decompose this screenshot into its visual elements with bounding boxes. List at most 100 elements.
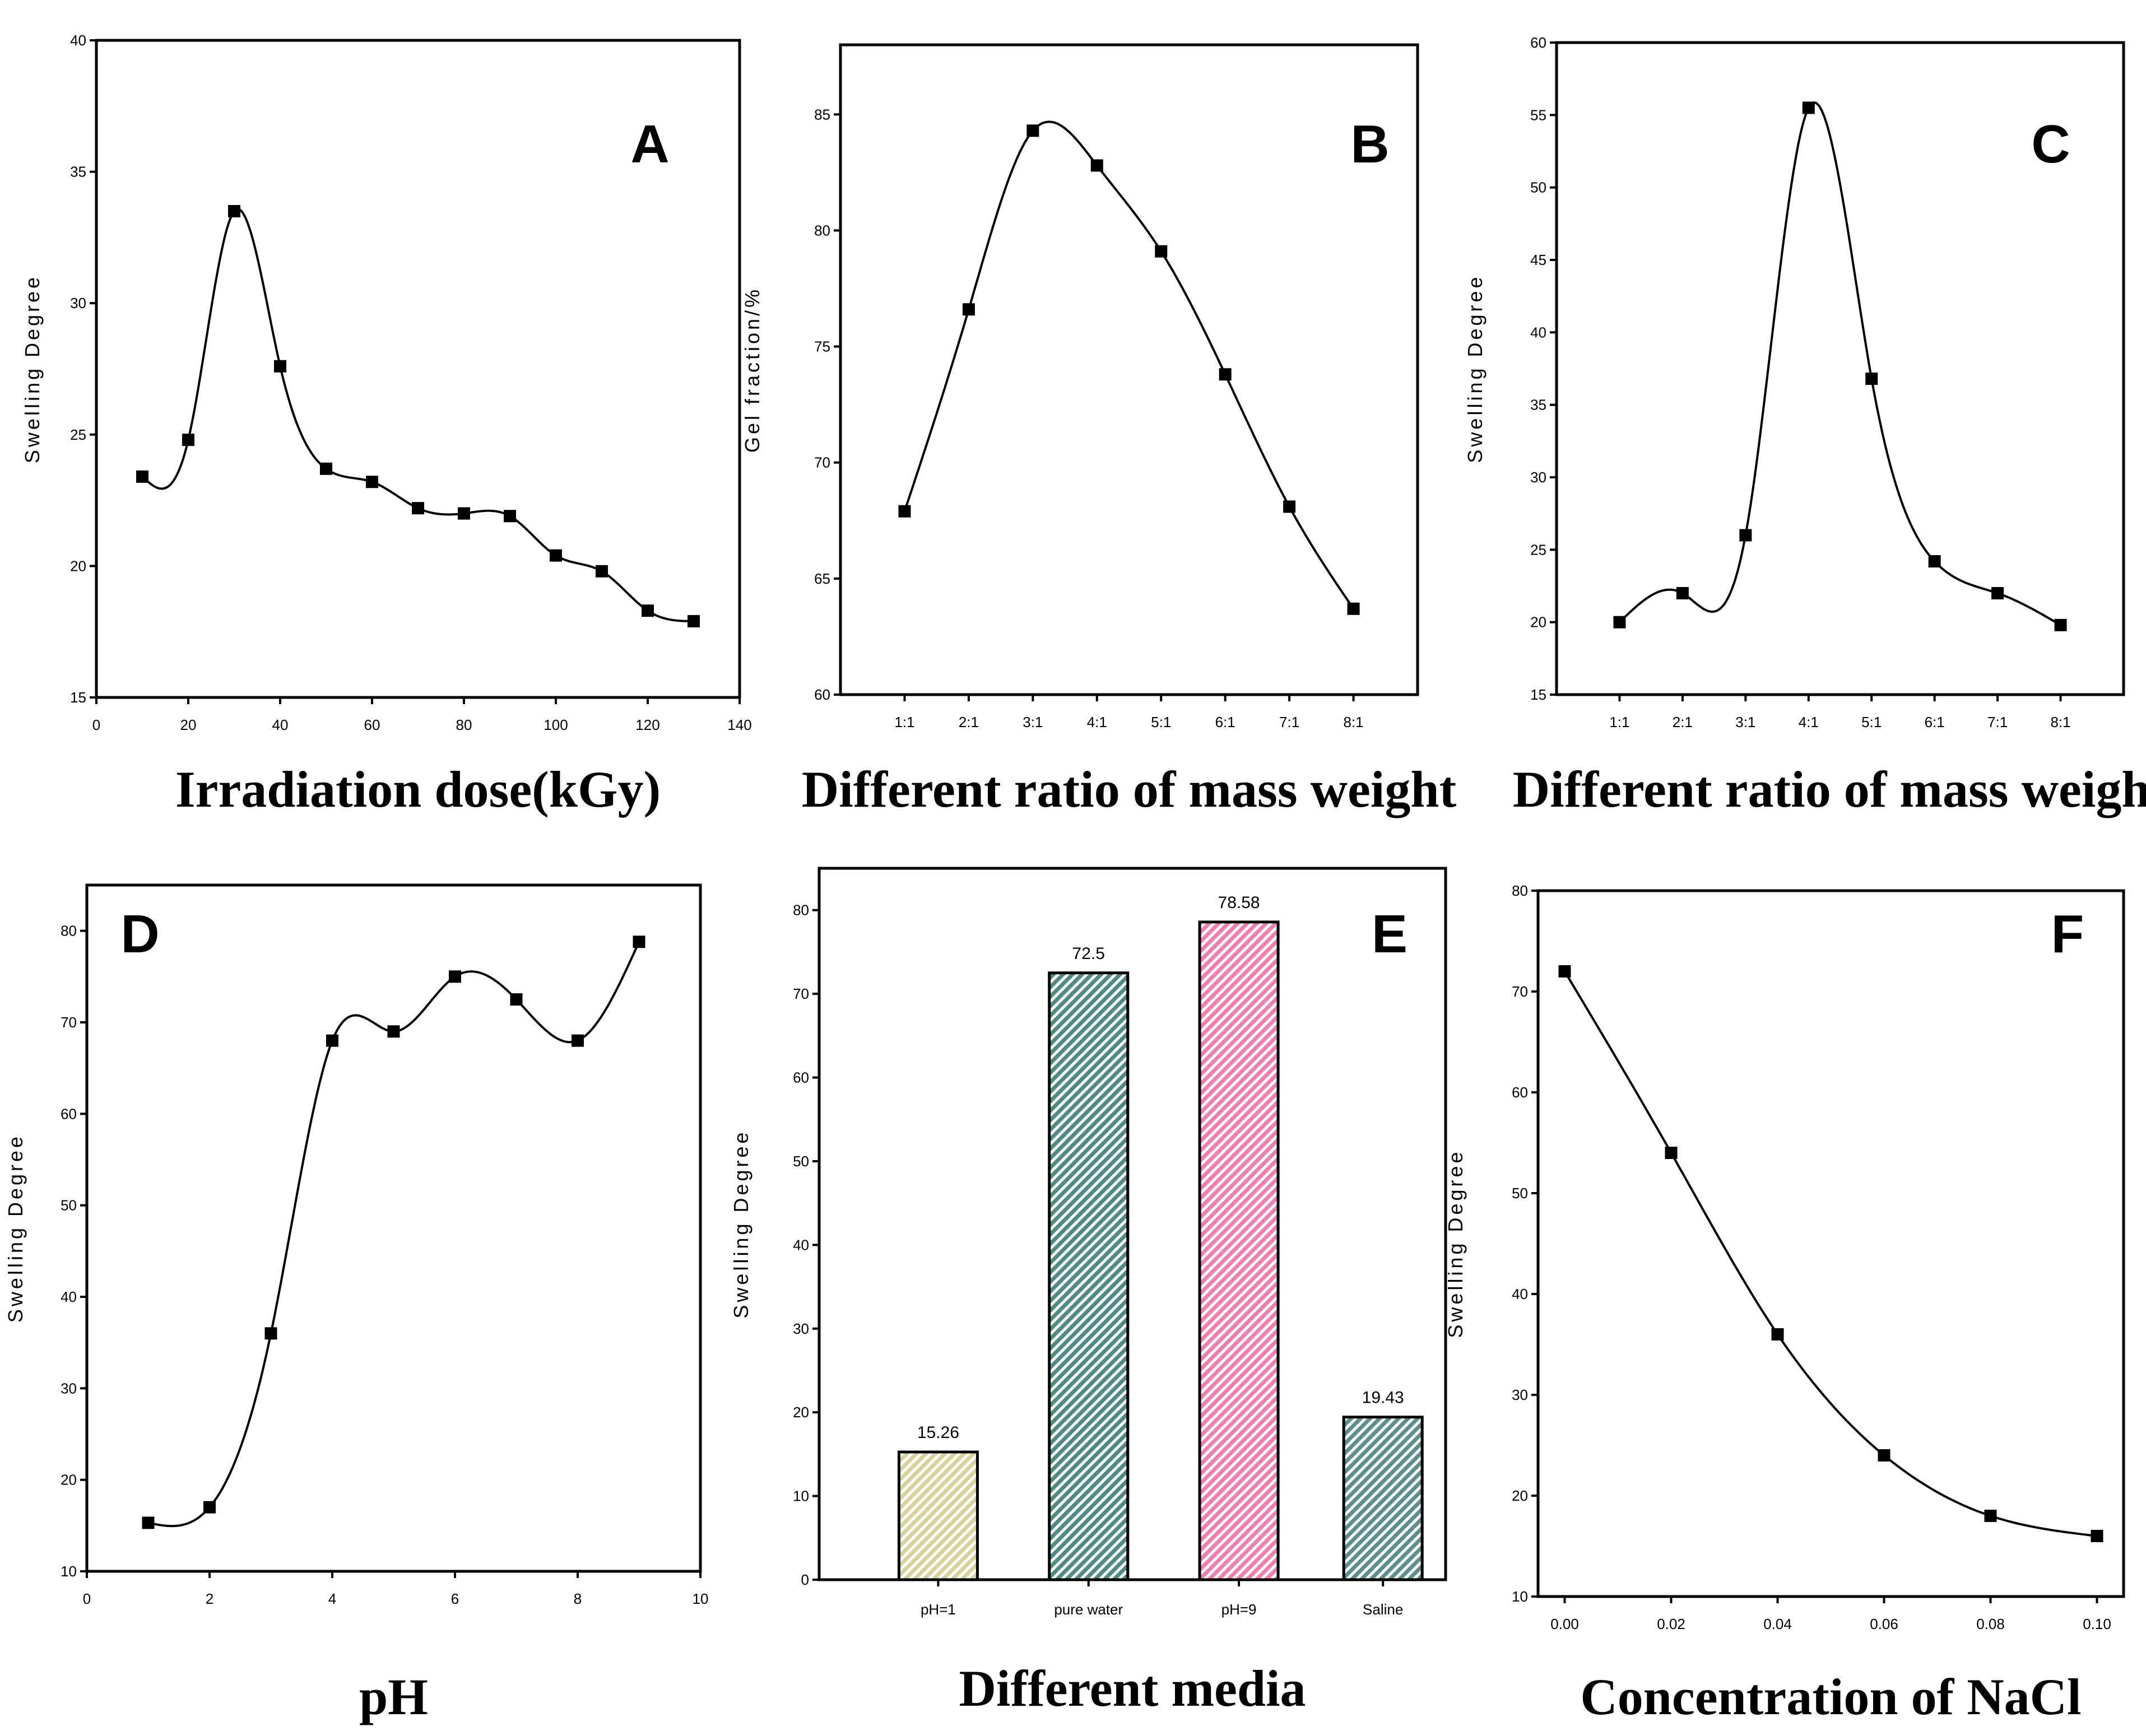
x-tick-label: 8:1 [2050,714,2070,730]
x-tick-label: 8:1 [1343,714,1363,730]
y-tick-label: 20 [1512,1487,1528,1504]
y-tick-label: 40 [793,1236,809,1253]
x-tick-label: 0.08 [1976,1616,2005,1632]
y-axis-label: Swelling Degree [4,1134,27,1323]
y-axis-label: Swelling Degree [730,1129,753,1318]
bar-value-label: 78.58 [1218,893,1260,912]
y-tick-label: 60 [1530,34,1546,51]
data-point [1676,587,1689,599]
y-tick-label: 35 [70,164,86,180]
x-tick-label: 4:1 [1087,714,1107,730]
data-point [412,502,424,515]
series-line [1619,101,2061,626]
data-point [510,993,523,1006]
data-point [142,1516,155,1529]
data-point [1155,245,1168,258]
data-point [1090,159,1103,172]
x-tick-label-ph-9: pH=9 [1221,1601,1257,1618]
data-point [1928,555,1941,568]
panel-letter: B [1350,114,1389,174]
x-axis-label: Irradiation dose(kGy) [175,761,661,818]
y-tick-label: 20 [70,557,86,574]
x-tick-label: 0.04 [1763,1616,1792,1632]
data-point [1802,101,1815,114]
x-tick-label: 1:1 [1609,714,1629,730]
x-tick-label: 3:1 [1735,714,1755,730]
y-tick-label: 40 [1512,1286,1528,1302]
x-tick-label: 8 [574,1590,582,1607]
data-point [1865,373,1878,385]
x-tick-label: 20 [180,716,197,733]
data-point [182,434,194,446]
data-point [550,549,562,562]
y-axis-label: Swelling Degree [1444,1149,1467,1338]
panel-e: 0 10 20 30 40 50 60 70 80 pH=1 pure water pH=9 Salin… [730,867,1447,1717]
x-tick-label: 6:1 [1215,714,1235,730]
x-tick-label: 0.10 [2083,1616,2111,1632]
x-tick-label: 120 [635,716,659,733]
x-tick-label-pure-water: pure water [1054,1601,1123,1618]
x-tick-label: 5:1 [1861,714,1882,730]
x-tick-label: 140 [727,716,751,733]
x-axis-label: pH [359,1668,428,1725]
panel-letter: E [1372,904,1408,964]
plot-frame [1536,889,2125,1598]
x-axis-label: Different media [959,1660,1306,1717]
x-tick-label: 0.02 [1657,1616,1685,1632]
data-point [1347,602,1360,615]
x-tick-label-ph-1: pH=1 [921,1601,956,1618]
bar-pure-water [1048,971,1130,1581]
x-tick-label: 6 [451,1590,459,1607]
data-point [1665,1147,1678,1159]
y-tick-label: 0 [801,1571,809,1588]
data-point [642,604,654,617]
plot-frame [817,867,1447,1581]
y-tick-label: 10 [1512,1588,1528,1605]
y-tick-label: 25 [1530,541,1546,558]
y-tick-label: 30 [70,295,86,311]
data-point [1878,1449,1890,1462]
x-tick-label: 60 [364,716,380,733]
data-point [264,1327,277,1340]
panel-b: 60 65 70 75 80 85 1:1 2:1 3:1 4:1 5:1 6:1 7:1 8:1 Gel … [741,43,1457,818]
data-point [1771,1328,1784,1341]
data-point [1219,368,1232,381]
y-tick-label: 20 [793,1404,809,1421]
plot-frame [95,39,741,699]
data-point [320,462,332,475]
data-point [2054,618,2067,631]
y-tick-label: 50 [1512,1185,1528,1202]
data-point [572,1034,584,1047]
data-point [1283,500,1296,513]
data-point [274,360,286,373]
data-point [1026,124,1039,137]
y-tick-label: 50 [793,1153,809,1170]
x-tick-label: 80 [456,716,472,733]
y-tick-label: 50 [1530,179,1546,196]
y-tick-label: 45 [1530,252,1546,268]
y-tick-label: 80 [814,222,830,239]
data-point [962,303,975,316]
panel-f: 10 20 30 40 50 60 70 80 0.00 0.02 0.04 0.06 0.08 0.10… [1444,882,2125,1725]
y-tick-label: 70 [1512,983,1528,1000]
y-tick-label: 70 [61,1014,77,1031]
x-tick-label: 1:1 [894,714,914,730]
y-tick-label: 80 [1512,882,1528,899]
x-tick-label: 7:1 [1987,714,2008,730]
x-tick-label: 4:1 [1799,714,1819,730]
data-point [1984,1510,1997,1522]
panel-letter: C [2031,114,2070,174]
plot-frame [839,43,1419,696]
bar-saline [1342,1416,1424,1581]
data-point [1558,965,1571,978]
y-tick-label: 60 [1512,1084,1528,1101]
x-tick-label: 6:1 [1925,714,1945,730]
data-point [898,505,911,518]
y-tick-label: 50 [61,1197,77,1214]
y-tick-label: 35 [1530,397,1546,413]
y-tick-label: 80 [793,902,809,919]
x-tick-label: 0 [83,1590,91,1607]
x-axis-label: Different ratio of mass weight [1513,761,2146,818]
y-tick-label: 60 [61,1105,77,1122]
